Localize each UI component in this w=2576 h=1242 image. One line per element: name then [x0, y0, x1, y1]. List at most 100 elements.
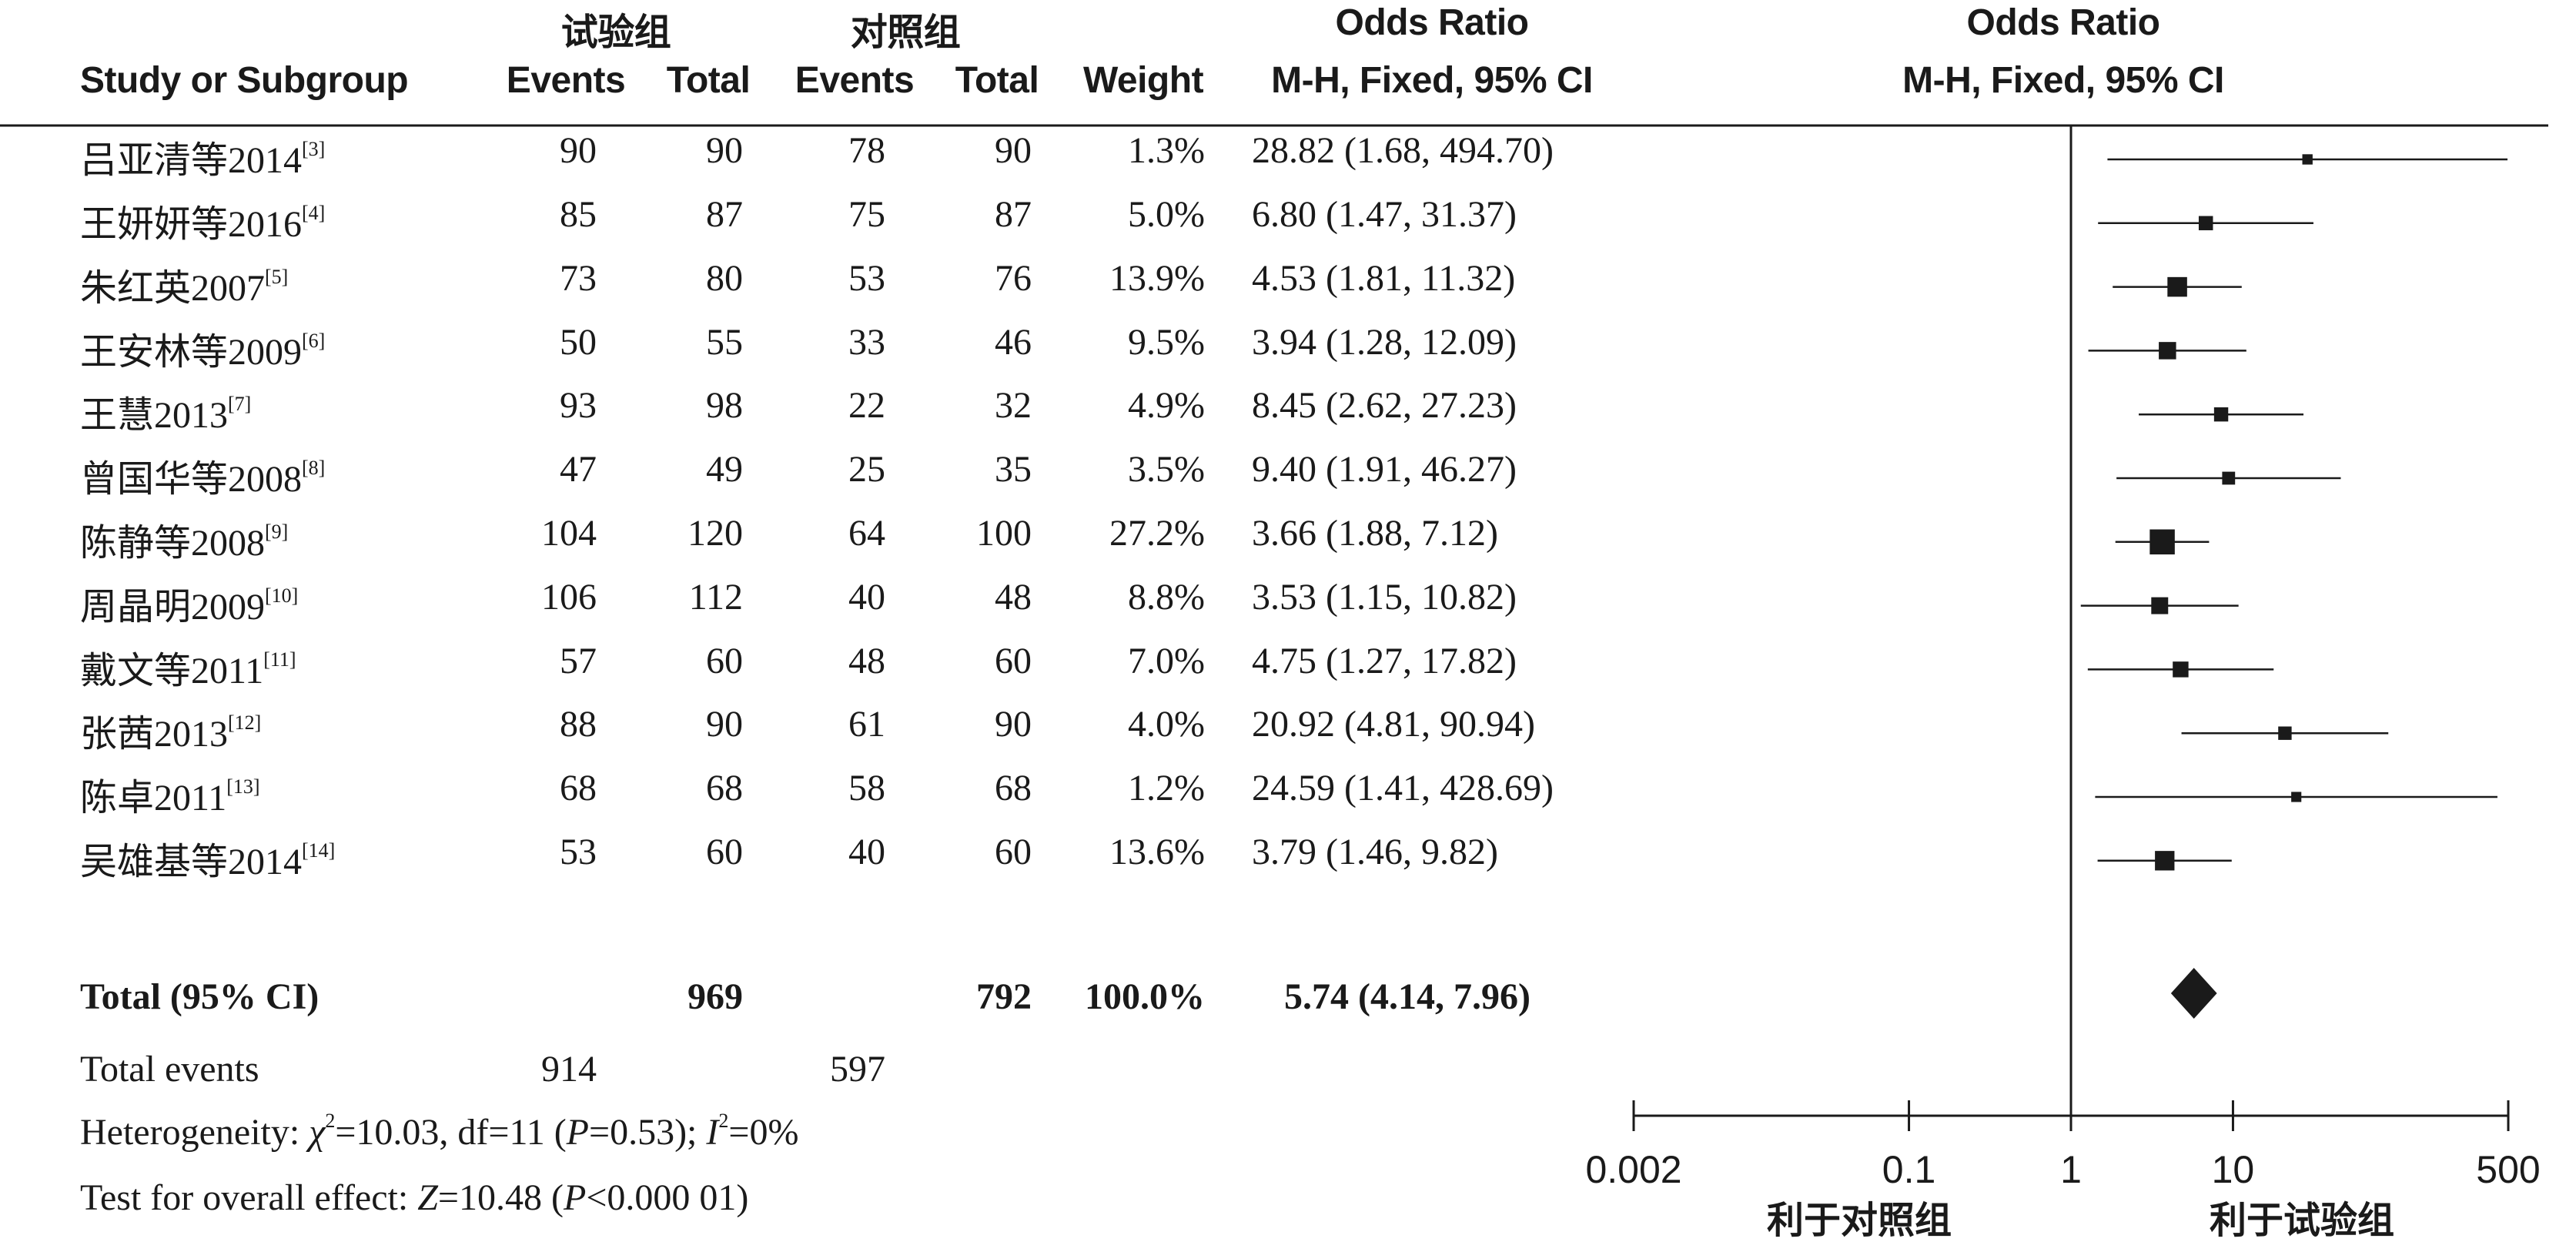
study-row: 周晶明2009[10] 106 112 40 48 8.8% 3.53 (1.1… [0, 576, 1655, 628]
effect-size-square [2155, 851, 2175, 871]
total-events-label: Total events [80, 1049, 259, 1090]
study-reference: [9] [265, 521, 289, 543]
effect-size-square [2151, 597, 2169, 614]
study-name: 张茜2013[12] [80, 711, 262, 755]
weight-value: 1.2% [1128, 768, 1205, 808]
weight-value: 13.9% [1109, 258, 1205, 299]
weight-value: 13.6% [1109, 832, 1205, 872]
weight-value: 7.0% [1128, 641, 1205, 681]
ctrl-total: 60 [995, 641, 1032, 681]
exp-events: 53 [560, 832, 597, 872]
study-name: 王慧2013[7] [80, 393, 252, 437]
ci-text: 28.82 (1.68, 494.70) [1252, 130, 1554, 171]
exp-total: 90 [706, 130, 743, 171]
effect-size-square [2167, 276, 2187, 297]
ctrl-total: 32 [995, 385, 1032, 426]
study-name: 陈卓2011[13] [80, 775, 260, 819]
ctrl-total: 100 [976, 513, 1032, 554]
weight-value: 1.3% [1128, 130, 1205, 171]
study-reference: [13] [226, 775, 260, 798]
ctrl-total: 46 [995, 322, 1032, 363]
exp-events: 73 [560, 258, 597, 299]
ci-text: 3.66 (1.88, 7.12) [1252, 513, 1498, 554]
total-ctrl-total: 792 [976, 976, 1032, 1017]
weight-value: 27.2% [1109, 513, 1205, 554]
ctrl-events: 75 [848, 194, 885, 235]
ctrl-events: 33 [848, 322, 885, 363]
exp-events: 47 [560, 449, 597, 490]
weight-value: 8.8% [1128, 577, 1205, 618]
study-row: 曾国华等2008[8] 47 49 25 35 3.5% 9.40 (1.91,… [0, 448, 1655, 500]
exp-total: 112 [688, 577, 743, 618]
study-row: 戴文等2011[11] 57 60 48 60 7.0% 4.75 (1.27,… [0, 640, 1655, 691]
exp-events-header: Events [506, 60, 626, 101]
exp-total: 55 [706, 322, 743, 363]
exp-total: 80 [706, 258, 743, 299]
effect-size-square [2278, 726, 2292, 740]
total-row: Total (95% CI) 969 792 100.0% 5.74 (4.14… [0, 976, 1655, 1022]
x-tick-label: 0.002 [1585, 1148, 1681, 1191]
study-row: 王妍妍等2016[4] 85 87 75 87 5.0% 6.80 (1.47,… [0, 193, 1655, 245]
effect-size-square [2198, 216, 2213, 231]
exp-events: 57 [560, 641, 597, 681]
weight-value: 4.0% [1128, 704, 1205, 745]
ctrl-total: 68 [995, 768, 1032, 808]
ctrl-events: 64 [848, 513, 885, 554]
ci-text: 8.45 (2.62, 27.23) [1252, 385, 1517, 426]
exp-total: 98 [706, 385, 743, 426]
ctrl-events: 40 [848, 577, 885, 618]
effect-size-square [2222, 471, 2236, 485]
ci-text: 4.75 (1.27, 17.82) [1252, 641, 1517, 681]
effect-size-square [2302, 154, 2313, 165]
effect-size-square [2149, 529, 2175, 555]
exp-total: 68 [706, 768, 743, 808]
ci-text: 3.79 (1.46, 9.82) [1252, 832, 1498, 872]
ctrl-events: 40 [848, 832, 885, 872]
odds-ratio-column-title: Odds Ratio [1335, 2, 1529, 43]
experimental-group-heading: 试验组 [560, 12, 671, 53]
heterogeneity-statistic: Heterogeneity: χ2=10.03, df=11 (P=0.53);… [80, 1110, 799, 1153]
total-events-row: Total events 914 597 [0, 1048, 924, 1094]
x-tick-label: 10 [2212, 1148, 2255, 1191]
weight-value: 4.9% [1128, 385, 1205, 426]
weight-value: 3.5% [1128, 449, 1205, 490]
study-reference: [3] [302, 138, 326, 160]
exp-events: 90 [560, 130, 597, 171]
total-events-exp: 914 [541, 1049, 597, 1090]
ctrl-events: 78 [848, 130, 885, 171]
study-reference: [11] [263, 648, 296, 671]
exp-total: 49 [706, 449, 743, 490]
study-reference: [14] [302, 839, 336, 862]
ctrl-events: 53 [848, 258, 885, 299]
weight-value: 9.5% [1128, 322, 1205, 363]
study-name: 戴文等2011[11] [80, 648, 296, 692]
study-row: 吴雄基等2014[14] 53 60 40 60 13.6% 3.79 (1.4… [0, 831, 1655, 882]
exp-events: 68 [560, 768, 597, 808]
ctrl-total: 60 [995, 832, 1032, 872]
plot-title: Odds Ratio [1966, 2, 2160, 43]
favours-experimental-label: 利于试验组 [2210, 1199, 2394, 1242]
exp-events: 85 [560, 194, 597, 235]
study-name: 周晶明2009[10] [80, 584, 299, 628]
pooled-effect-diamond [2170, 968, 2217, 1019]
ci-text: 6.80 (1.47, 31.37) [1252, 194, 1517, 235]
ctrl-total: 76 [995, 258, 1032, 299]
total-weight: 100.0% [1085, 976, 1205, 1017]
effect-size-square [2213, 407, 2229, 422]
total-label: Total (95% CI) [80, 976, 319, 1017]
ci-text: 4.53 (1.81, 11.32) [1252, 258, 1516, 299]
exp-total: 60 [706, 641, 743, 681]
x-tick-label: 500 [2476, 1148, 2540, 1191]
control-group-heading: 对照组 [850, 12, 961, 53]
ci-text: 3.53 (1.15, 10.82) [1252, 577, 1517, 618]
ci-text: 20.92 (4.81, 90.94) [1252, 704, 1535, 745]
effect-size-square [2173, 661, 2189, 678]
favours-control-label: 利于对照组 [1767, 1199, 1952, 1242]
exp-events: 93 [560, 385, 597, 426]
study-reference: [4] [302, 202, 326, 224]
study-reference: [7] [228, 393, 252, 415]
study-name: 吴雄基等2014[14] [80, 839, 336, 883]
study-reference: [6] [302, 330, 326, 352]
ctrl-total: 35 [995, 449, 1032, 490]
ci-text: 9.40 (1.91, 46.27) [1252, 449, 1517, 490]
